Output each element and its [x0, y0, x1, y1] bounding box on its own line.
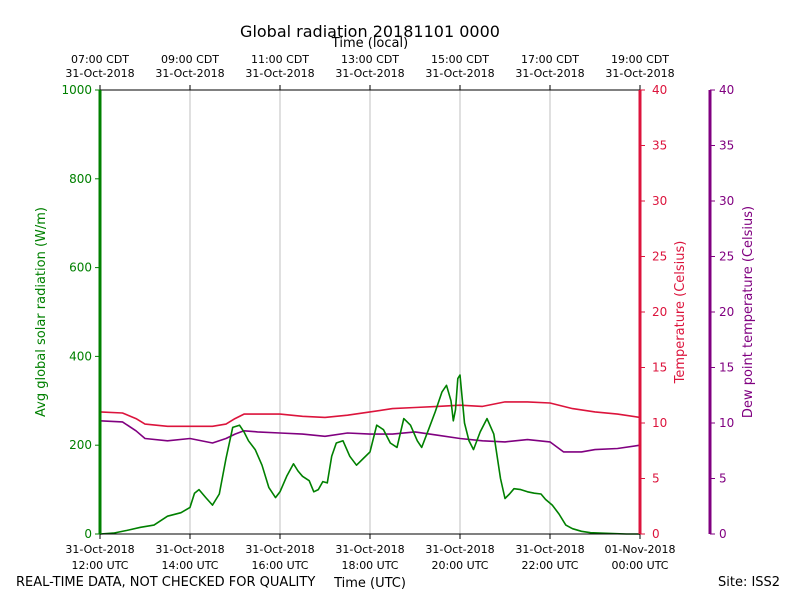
site-label: Site: ISS2	[718, 575, 781, 590]
y-right1-tick-label: 10	[652, 416, 667, 430]
y-right2-tick-label: 5	[719, 472, 727, 486]
top-axis-label: Time (local)	[331, 36, 408, 51]
y-right1-tick-label: 25	[652, 250, 667, 264]
y-left-tick-label: 1000	[61, 83, 92, 97]
x-bottom-tick-label-time: 12:00 UTC	[71, 559, 128, 572]
y-right1-tick-label: 30	[652, 194, 667, 208]
x-bottom-tick-label-time: 20:00 UTC	[431, 559, 488, 572]
x-top-tick-label-date: 31-Oct-2018	[335, 67, 404, 80]
x-top-tick-label-date: 31-Oct-2018	[515, 67, 584, 80]
x-bottom-tick-label-date: 31-Oct-2018	[155, 543, 224, 556]
y-right2-tick-label: 40	[719, 83, 734, 97]
x-axis-label: Time (UTC)	[333, 576, 406, 591]
y-right1-tick-label: 40	[652, 83, 667, 97]
x-top-tick-label-date: 31-Oct-2018	[155, 67, 224, 80]
y-right2-tick-label: 30	[719, 194, 734, 208]
y-right1-tick-label: 5	[652, 472, 660, 486]
series-group	[99, 374, 641, 535]
x-top-tick-label-time: 07:00 CDT	[71, 53, 129, 66]
grid-lines	[189, 90, 551, 534]
y-right1-tick-label: 20	[652, 305, 667, 319]
x-bottom-tick-label-time: 00:00 UTC	[611, 559, 668, 572]
y-right1-tick-label: 0	[652, 527, 660, 541]
x-top-tick-label-time: 15:00 CDT	[431, 53, 489, 66]
x-bottom-tick-label-date: 31-Oct-2018	[335, 543, 404, 556]
y-right1-tick-label: 15	[652, 361, 667, 375]
x-top-tick-label-date: 31-Oct-2018	[65, 67, 134, 80]
y-left-tick-label: 600	[69, 261, 92, 275]
x-bottom-tick-label-date: 31-Oct-2018	[515, 543, 584, 556]
y-left-tick-label: 0	[84, 527, 92, 541]
x-top-tick-label-time: 19:00 CDT	[611, 53, 669, 66]
chart-title: Global radiation 20181101 0000	[240, 22, 500, 41]
x-bottom-tick-label-time: 18:00 UTC	[341, 559, 398, 572]
series-line-right1	[99, 401, 641, 428]
y-right2-tick-label: 0	[719, 527, 727, 541]
x-top-tick-label-time: 17:00 CDT	[521, 53, 579, 66]
y-right2-label: Dew point temperature (Celsius)	[741, 206, 756, 418]
x-top-tick-label-time: 13:00 CDT	[341, 53, 399, 66]
x-bottom-tick-label-date: 31-Oct-2018	[245, 543, 314, 556]
x-top-tick-label-date: 31-Oct-2018	[605, 67, 674, 80]
y-left-tick-label: 200	[69, 438, 92, 452]
x-top-tick-label-time: 11:00 CDT	[251, 53, 309, 66]
x-bottom-tick-label-date: 01-Nov-2018	[604, 543, 675, 556]
series-line-right2	[99, 420, 641, 453]
x-bottom-tick-label-time: 22:00 UTC	[521, 559, 578, 572]
y-left-label: Avg global solar radiation (W/m)	[34, 207, 49, 417]
y-right2-tick-label: 35	[719, 139, 734, 153]
x-bottom-tick-label-time: 16:00 UTC	[251, 559, 308, 572]
y-left-tick-label: 800	[69, 172, 92, 186]
quality-note: REAL-TIME DATA, NOT CHECKED FOR QUALITY	[16, 575, 316, 590]
y-right1-tick-label: 35	[652, 139, 667, 153]
y-left-tick-label: 400	[69, 349, 92, 363]
x-top-tick-label-date: 31-Oct-2018	[425, 67, 494, 80]
x-bottom-tick-label-time: 14:00 UTC	[161, 559, 218, 572]
x-bottom-tick-label-date: 31-Oct-2018	[425, 543, 494, 556]
y-right2-tick-label: 15	[719, 361, 734, 375]
y-right1-label: Temperature (Celsius)	[673, 241, 688, 385]
x-bottom-tick-label-date: 31-Oct-2018	[65, 543, 134, 556]
y-right2-tick-label: 20	[719, 305, 734, 319]
series-line-left	[99, 374, 640, 535]
x-top-tick-label-time: 09:00 CDT	[161, 53, 219, 66]
y-right2-tick-label: 10	[719, 416, 734, 430]
y-right2-tick-label: 25	[719, 250, 734, 264]
x-top-tick-label-date: 31-Oct-2018	[245, 67, 314, 80]
